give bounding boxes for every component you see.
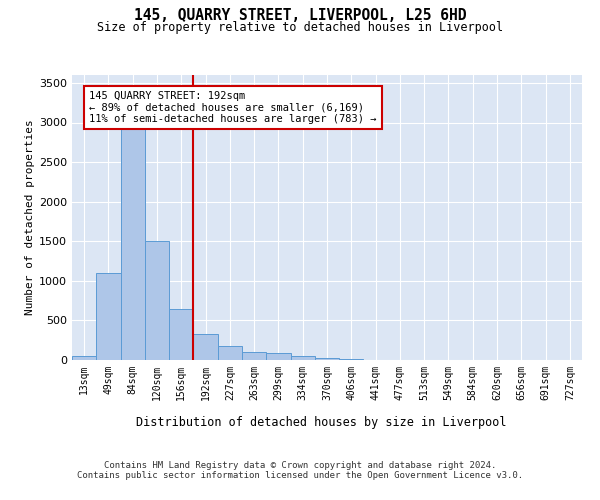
Bar bbox=[145, 242, 169, 360]
Text: Contains HM Land Registry data © Crown copyright and database right 2024.: Contains HM Land Registry data © Crown c… bbox=[104, 462, 496, 470]
Bar bbox=[242, 352, 266, 360]
Y-axis label: Number of detached properties: Number of detached properties bbox=[25, 120, 35, 316]
Bar bbox=[96, 273, 121, 360]
Text: 145 QUARRY STREET: 192sqm
← 89% of detached houses are smaller (6,169)
11% of se: 145 QUARRY STREET: 192sqm ← 89% of detac… bbox=[89, 91, 377, 124]
Bar bbox=[339, 359, 364, 360]
Bar bbox=[266, 353, 290, 360]
Bar bbox=[218, 346, 242, 360]
Text: Size of property relative to detached houses in Liverpool: Size of property relative to detached ho… bbox=[97, 21, 503, 34]
Bar bbox=[290, 356, 315, 360]
Bar bbox=[193, 334, 218, 360]
Text: 145, QUARRY STREET, LIVERPOOL, L25 6HD: 145, QUARRY STREET, LIVERPOOL, L25 6HD bbox=[134, 8, 466, 22]
Bar bbox=[315, 358, 339, 360]
Bar bbox=[121, 122, 145, 360]
Text: Distribution of detached houses by size in Liverpool: Distribution of detached houses by size … bbox=[136, 416, 506, 429]
Text: Contains public sector information licensed under the Open Government Licence v3: Contains public sector information licen… bbox=[77, 472, 523, 480]
Bar bbox=[72, 356, 96, 360]
Bar bbox=[169, 308, 193, 360]
